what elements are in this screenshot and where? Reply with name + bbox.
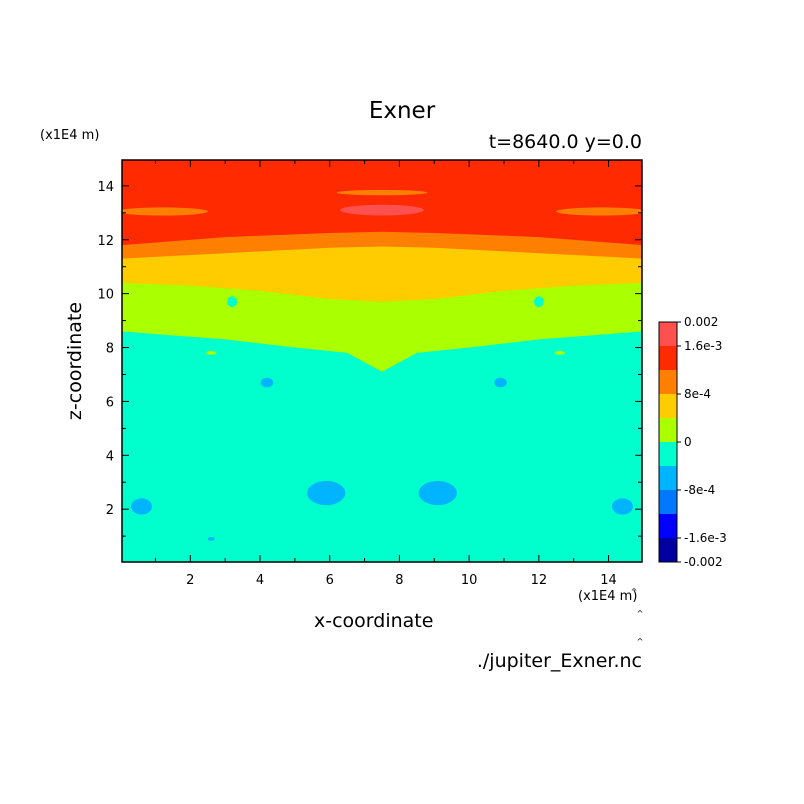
source-file-label: ./jupiter_Exner.nc [476, 650, 642, 672]
colorbar-swatch [659, 466, 677, 490]
colorbar-swatch [659, 346, 677, 370]
y-tick-label: 14 [97, 180, 114, 195]
contour-maximum [336, 189, 428, 196]
contour-minimum [612, 498, 633, 515]
contour-maximum [205, 351, 217, 355]
contour-maximum [122, 207, 208, 216]
x-unit-markers: ^ ^ ^ [631, 587, 644, 646]
x-tick-label: 14 [600, 573, 617, 588]
y-tick-label: 6 [106, 395, 114, 410]
colorbar-swatch [659, 514, 677, 538]
colorbar-label: 8e-4 [684, 387, 711, 401]
chart-title: Exner [368, 98, 436, 124]
colorbar-swatch [659, 322, 677, 346]
x-tick-label: 12 [531, 573, 548, 588]
colorbar: 0.002 1.6e-3 8e-4 0 -8e-4 -1.6e-3 -0.002 [658, 315, 727, 569]
x-tick-label: 6 [326, 573, 334, 588]
colorbar-label: 0 [684, 435, 692, 449]
contour-fill-area [122, 160, 642, 562]
colorbar-label: 0.002 [684, 315, 718, 329]
contour-maximum [556, 207, 642, 216]
colorbar-swatch [659, 370, 677, 394]
contour-minimum [260, 377, 274, 388]
colorbar-swatch [659, 538, 677, 562]
x-tick-label: 4 [256, 573, 264, 588]
svg-text:^: ^ [631, 587, 638, 596]
plot-frame [121, 159, 643, 563]
x-tick-label: 2 [186, 573, 194, 588]
time-label: t=8640.0 y=0.0 [488, 131, 642, 153]
contour-minimum [227, 296, 238, 308]
colorbar-label: -8e-4 [684, 483, 715, 497]
colorbar-label: -1.6e-3 [684, 531, 727, 545]
x-tick-label: 10 [461, 573, 478, 588]
colorbar-label: -0.002 [684, 555, 723, 569]
contour-minimum [494, 377, 507, 388]
contour-minimum [131, 498, 152, 515]
x-axis-unit: (x1E4 m) [578, 589, 638, 604]
y-tick-label: 2 [106, 503, 114, 518]
contour-minimum [418, 480, 457, 506]
colorbar-label: 1.6e-3 [684, 339, 722, 353]
contour-maximum [554, 351, 565, 355]
colorbar-swatch [659, 442, 677, 466]
x-tick-label: 8 [395, 573, 403, 588]
contour-maximum [340, 204, 424, 216]
colorbar-swatch [659, 394, 677, 418]
contour-minimum [307, 480, 346, 506]
y-tick-label: 8 [106, 342, 114, 357]
svg-text:^: ^ [637, 637, 644, 646]
contour-minimum [207, 536, 215, 541]
y-tick-label: 10 [97, 288, 114, 303]
colorbar-swatch [659, 418, 677, 442]
contour-minimum [533, 296, 544, 308]
axes: 2 4 6 8 10 12 14 2 4 6 8 10 12 14 [97, 160, 642, 588]
z-axis-unit: (x1E4 m) [40, 128, 100, 143]
contour-band [122, 331, 642, 562]
x-axis-label: x-coordinate [314, 610, 434, 632]
y-tick-label: 12 [97, 234, 114, 249]
y-tick-label: 4 [106, 449, 114, 464]
svg-text:^: ^ [637, 609, 644, 618]
colorbar-swatch [659, 490, 677, 514]
